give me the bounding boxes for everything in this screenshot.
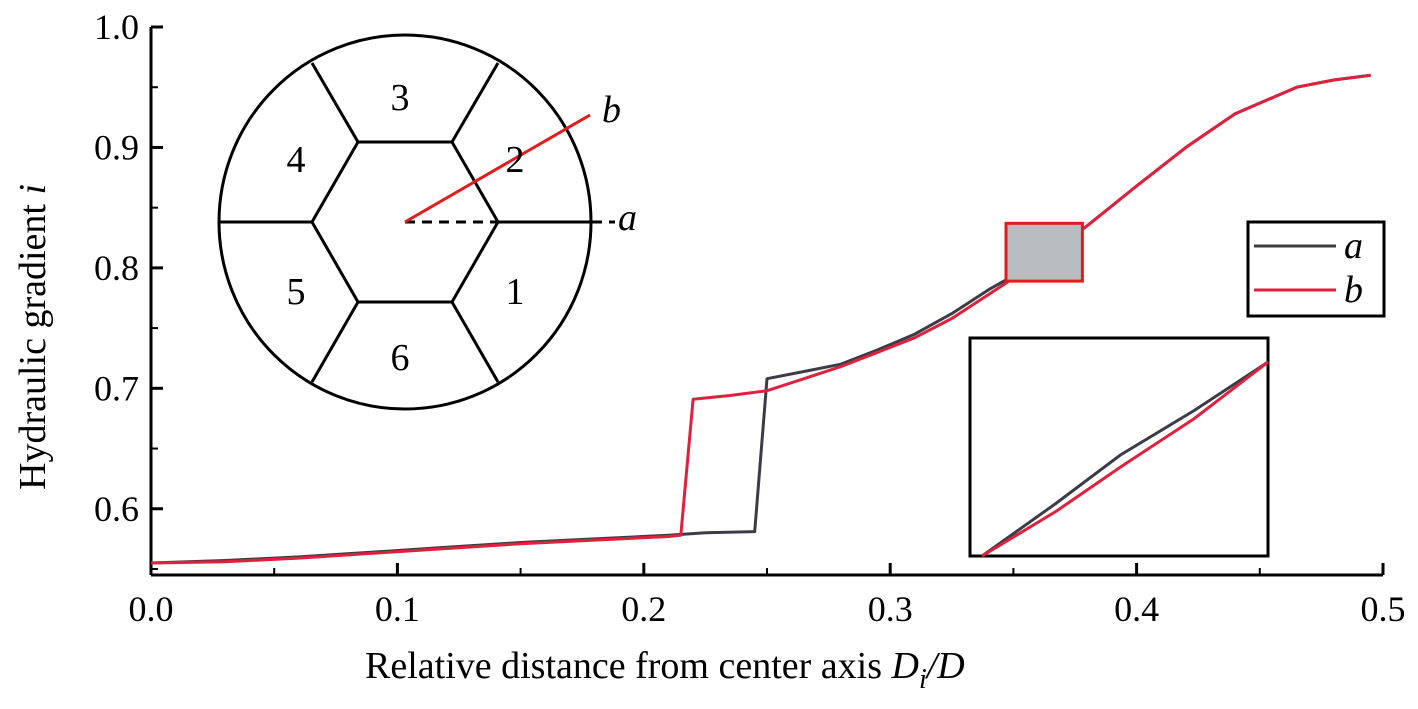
y-ticks: 0.6 0.7 0.8 0.9 1.0: [94, 7, 163, 570]
x-axis-title-var: D: [891, 645, 919, 687]
zoom-inset-series: [981, 360, 1269, 558]
divider-1-6: [450, 301, 500, 383]
y-axis-title-var: i: [12, 184, 54, 195]
x-axis-title-sub: i: [919, 664, 927, 695]
series-layer: [150, 73, 1371, 565]
y-tick-label-1: 0.7: [94, 368, 139, 408]
inset-series-b-line: [981, 360, 1269, 558]
series-b-line: [150, 73, 1371, 565]
divider-4-3: [310, 62, 360, 143]
y-axis-title: Hydraulic gradient i: [12, 184, 54, 490]
sector-label-4: 4: [287, 139, 306, 181]
x-tick-label-0: 0.0: [129, 589, 174, 629]
x-axis-title-text: Relative distance from center axis: [365, 645, 892, 687]
x-axis-title: Relative distance from center axis Di/D: [365, 645, 965, 695]
x-ticks: 0.0 0.1 0.2 0.3 0.4 0.5: [129, 563, 1406, 629]
sector-label-2: 2: [506, 139, 525, 181]
sector-label-1: 1: [506, 271, 525, 313]
y-axis-title-text: Hydraulic gradient: [12, 195, 54, 490]
sector-label-5: 5: [287, 271, 306, 313]
line-a-label: a: [618, 197, 637, 239]
x-axis-title-rest: /D: [925, 645, 965, 687]
sector-label-6: 6: [391, 337, 410, 379]
zoom-inset: [968, 336, 1270, 558]
cross-section-schematic: 1 2 3 4 5 6 a b: [217, 33, 637, 411]
y-tick-label-2: 0.8: [94, 248, 139, 288]
x-tick-label-5: 0.5: [1361, 589, 1406, 629]
line-b: [404, 113, 591, 224]
legend: a b: [1246, 220, 1386, 318]
y-tick-label-0: 0.6: [94, 489, 139, 529]
x-tick-label-1: 0.1: [375, 589, 420, 629]
zoom-inset-frame: [968, 336, 1270, 558]
legend-box: [1246, 220, 1386, 318]
x-tick-label-4: 0.4: [1114, 589, 1159, 629]
y-tick-label-4: 1.0: [94, 7, 139, 47]
legend-label-b: b: [1344, 269, 1363, 311]
x-tick-label-2: 0.2: [621, 589, 666, 629]
y-tick-label-3: 0.9: [94, 127, 139, 167]
x-tick-label-3: 0.3: [868, 589, 913, 629]
sector-label-3: 3: [391, 77, 410, 119]
legend-label-a: a: [1344, 225, 1363, 267]
divider-6-5: [310, 301, 360, 383]
line-b-label: b: [602, 89, 621, 131]
divider-3-2: [450, 62, 500, 143]
highlight-region: [1004, 221, 1084, 283]
inset-series-a-line: [981, 360, 1269, 558]
